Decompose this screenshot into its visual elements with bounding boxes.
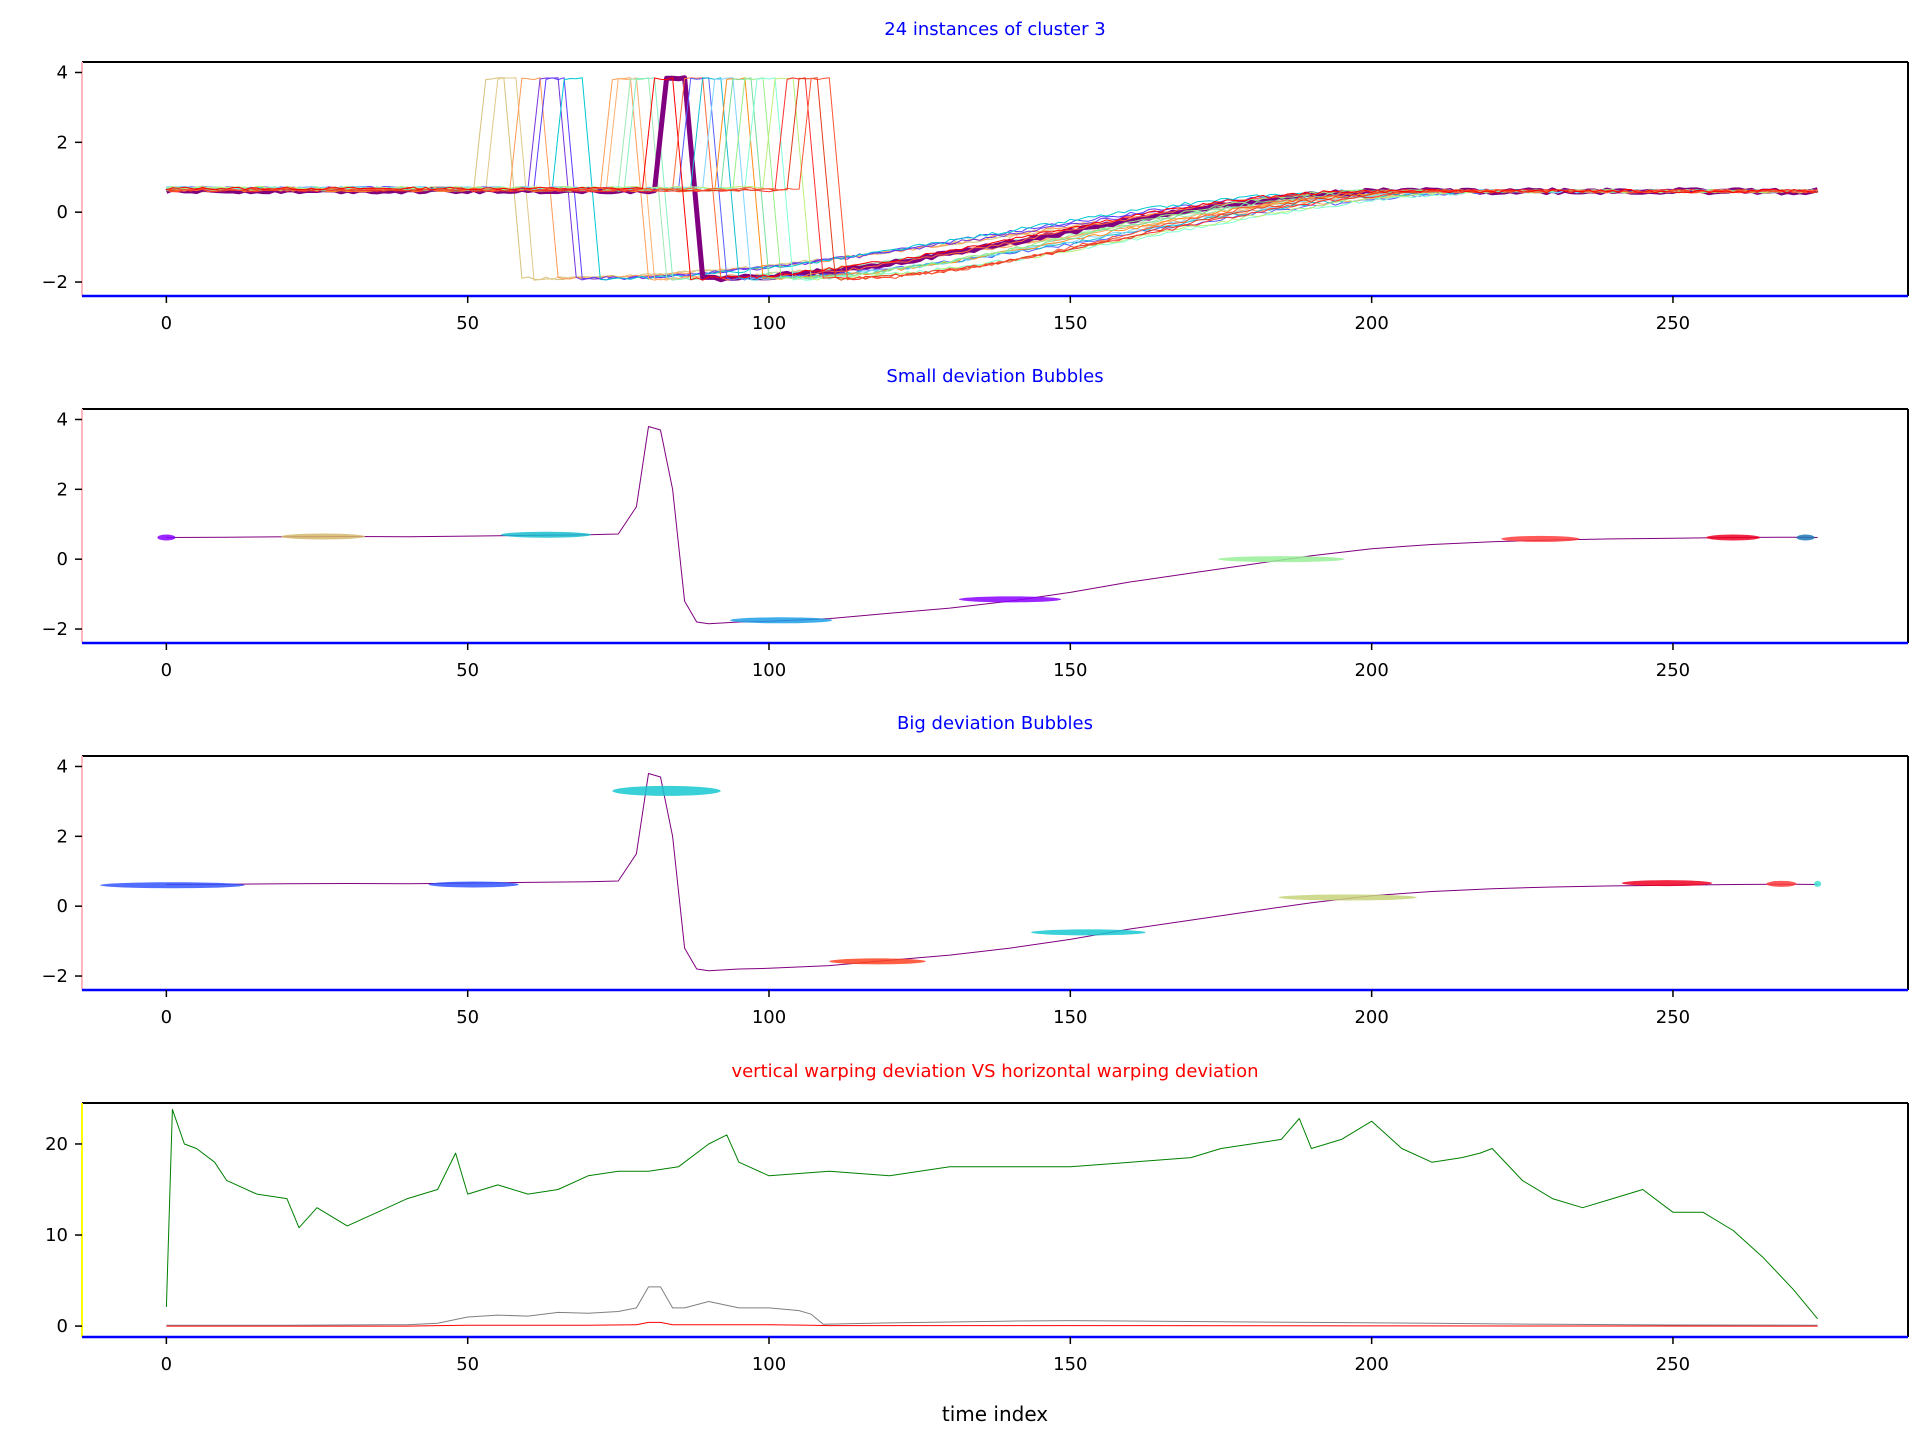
panel-small-bubbles: Small deviation Bubbles 0 50 100 150 200 250 −… bbox=[41, 366, 1909, 681]
panel-title: 24 instances of cluster 3 bbox=[884, 19, 1105, 40]
x-tick-label: 50 bbox=[456, 313, 479, 334]
x-tick-label: 50 bbox=[456, 1354, 479, 1375]
series-line bbox=[165, 1108, 1818, 1320]
deviation-bubble bbox=[1621, 880, 1713, 887]
panel-title: Small deviation Bubbles bbox=[886, 366, 1103, 387]
deviation-bubble bbox=[829, 958, 926, 965]
y-tick-label: 4 bbox=[57, 62, 68, 83]
deviation-bubble bbox=[1031, 929, 1146, 936]
x-tick-label: 250 bbox=[1656, 660, 1690, 681]
series-line bbox=[166, 77, 1818, 281]
x-tick-label: 100 bbox=[752, 1007, 786, 1028]
x-tick-label: 150 bbox=[1053, 660, 1087, 681]
series-line bbox=[166, 77, 1818, 281]
plot-area bbox=[100, 773, 1822, 972]
x-tick-label: 250 bbox=[1656, 1007, 1690, 1028]
x-tick-label: 100 bbox=[752, 313, 786, 334]
plot-area bbox=[165, 1108, 1818, 1327]
deviation-bubble bbox=[729, 617, 833, 624]
y-tick-label: −2 bbox=[41, 272, 68, 293]
y-tick-label: 4 bbox=[57, 756, 68, 777]
x-tick-label: 200 bbox=[1354, 660, 1388, 681]
deviation-bubble bbox=[1501, 535, 1580, 542]
y-tick-label: −2 bbox=[41, 619, 68, 640]
panel-instances: 24 instances of cluster 3 0 50 100 150 200 25… bbox=[41, 19, 1909, 334]
y-tick-label: 0 bbox=[57, 1316, 68, 1337]
x-tick-label: 0 bbox=[161, 660, 172, 681]
y-tick-label: 2 bbox=[57, 479, 68, 500]
x-tick-label: 50 bbox=[456, 1007, 479, 1028]
x-tick-label: 0 bbox=[161, 1354, 172, 1375]
deviation-bubble bbox=[1813, 880, 1822, 887]
x-tick-label: 100 bbox=[752, 660, 786, 681]
deviation-bubble bbox=[500, 531, 592, 538]
x-tick-label: 100 bbox=[752, 1354, 786, 1375]
y-tick-label: 20 bbox=[45, 1134, 68, 1155]
x-tick-label: 150 bbox=[1053, 1007, 1087, 1028]
deviation-bubble bbox=[1706, 534, 1761, 541]
deviation-bubble bbox=[157, 534, 176, 541]
deviation-bubble bbox=[428, 881, 519, 888]
series-line bbox=[166, 1321, 1818, 1327]
deviation-bubble bbox=[958, 596, 1062, 603]
y-tick-label: 0 bbox=[57, 896, 68, 917]
x-tick-label: 0 bbox=[161, 1007, 172, 1028]
y-tick-label: 10 bbox=[45, 1225, 68, 1246]
plot-area bbox=[165, 75, 1819, 283]
x-tick-label: 200 bbox=[1354, 313, 1388, 334]
y-tick-label: 0 bbox=[57, 549, 68, 570]
deviation-bubble bbox=[100, 882, 245, 889]
plot-area bbox=[157, 426, 1818, 625]
panel-title: vertical warping deviation VS horizontal… bbox=[731, 1061, 1258, 1082]
series-line bbox=[166, 426, 1818, 625]
panel-big-bubbles: Big deviation Bubbles 0 50 100 150 200 250 −2 0… bbox=[41, 713, 1909, 1028]
series-line bbox=[166, 77, 1818, 280]
y-tick-label: 0 bbox=[57, 202, 68, 223]
deviation-bubble bbox=[1766, 880, 1797, 887]
x-tick-label: 150 bbox=[1053, 1354, 1087, 1375]
deviation-bubble bbox=[1278, 894, 1417, 901]
deviation-bubble bbox=[612, 785, 721, 796]
x-tick-label: 250 bbox=[1656, 1354, 1690, 1375]
panel-warping-deviation: vertical warping deviation VS horizontal… bbox=[45, 1061, 1909, 1426]
x-tick-label: 200 bbox=[1354, 1007, 1388, 1028]
y-tick-label: −2 bbox=[41, 966, 68, 987]
deviation-bubble bbox=[1796, 534, 1815, 541]
series-line bbox=[166, 773, 1818, 972]
x-tick-label: 50 bbox=[456, 660, 479, 681]
series-line bbox=[166, 77, 1818, 280]
x-tick-label: 200 bbox=[1354, 1354, 1388, 1375]
x-axis-label: time index bbox=[942, 1402, 1048, 1426]
deviation-bubble bbox=[1217, 556, 1345, 563]
deviation-bubble bbox=[280, 533, 366, 540]
x-tick-label: 0 bbox=[161, 313, 172, 334]
panel-title: Big deviation Bubbles bbox=[897, 713, 1093, 734]
x-tick-label: 150 bbox=[1053, 313, 1087, 334]
y-tick-label: 2 bbox=[57, 826, 68, 847]
x-tick-label: 250 bbox=[1656, 313, 1690, 334]
series-line bbox=[166, 77, 1818, 281]
y-tick-label: 2 bbox=[57, 132, 68, 153]
series-line bbox=[166, 1286, 1818, 1326]
y-tick-label: 4 bbox=[57, 409, 68, 430]
